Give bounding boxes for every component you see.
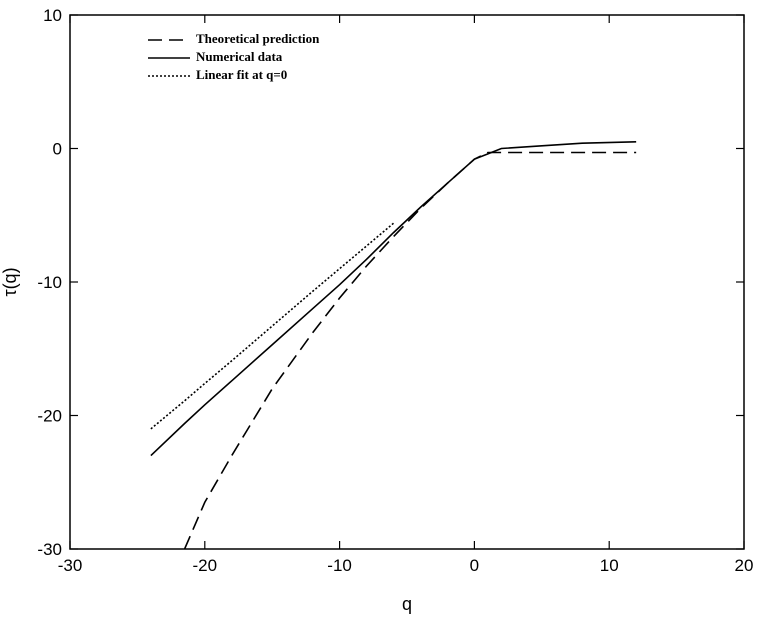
x-tick-label: 10 xyxy=(600,556,619,575)
series-line xyxy=(183,151,637,550)
x-tick-label: -20 xyxy=(193,556,218,575)
y-tick-label: -20 xyxy=(37,407,62,426)
x-axis-label: q xyxy=(402,594,412,614)
legend-label: Numerical data xyxy=(196,49,283,64)
x-tick-label: -10 xyxy=(327,556,352,575)
y-tick-label: 0 xyxy=(53,140,62,159)
series-line xyxy=(150,141,637,457)
legend-label: Linear fit at q=0 xyxy=(196,67,287,82)
y-tick-label: -10 xyxy=(37,273,62,292)
series-line xyxy=(150,222,395,430)
y-axis-label: τ(q) xyxy=(0,267,20,296)
x-tick-label: 0 xyxy=(470,556,479,575)
legend-label: Theoretical prediction xyxy=(196,31,320,46)
x-tick-label: 20 xyxy=(735,556,754,575)
x-tick-label: -30 xyxy=(58,556,83,575)
y-tick-label: 10 xyxy=(43,6,62,25)
y-tick-label: -30 xyxy=(37,540,62,559)
plot-frame xyxy=(69,14,745,550)
